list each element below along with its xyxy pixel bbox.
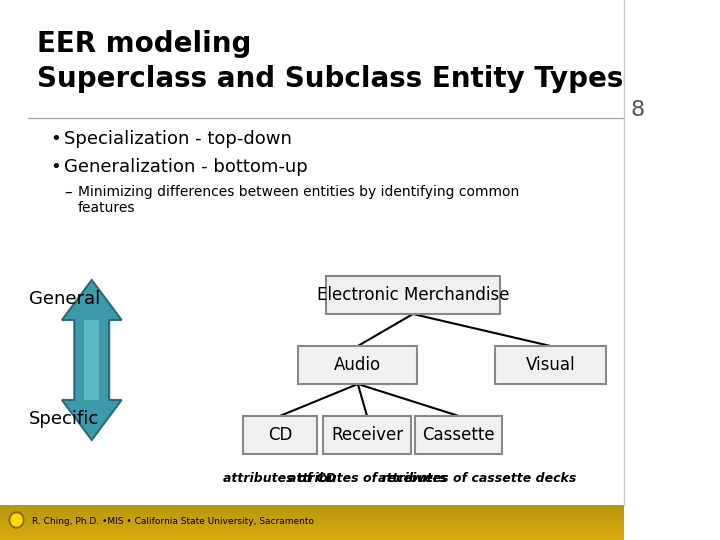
Text: attributes of CD: attributes of CD: [223, 472, 336, 485]
Text: EER modeling: EER modeling: [37, 30, 251, 58]
Text: attributes of receivers: attributes of receivers: [288, 472, 446, 485]
FancyBboxPatch shape: [495, 346, 606, 384]
Text: Electronic Merchandise: Electronic Merchandise: [317, 286, 509, 304]
Circle shape: [11, 514, 22, 526]
FancyBboxPatch shape: [298, 346, 418, 384]
Text: 8: 8: [631, 100, 644, 120]
Text: Specialization - top-down: Specialization - top-down: [64, 130, 292, 148]
Text: Minimizing differences between entities by identifying common
features: Minimizing differences between entities …: [78, 185, 519, 215]
Text: Superclass and Subclass Entity Types: Superclass and Subclass Entity Types: [37, 65, 623, 93]
Text: R. Ching, Ph.D. •MIS • California State University, Sacramento: R. Ching, Ph.D. •MIS • California State …: [32, 516, 314, 525]
Text: attributes of cassette decks: attributes of cassette decks: [378, 472, 576, 485]
Text: Specific: Specific: [30, 410, 99, 428]
FancyBboxPatch shape: [415, 416, 503, 454]
FancyBboxPatch shape: [243, 416, 317, 454]
Circle shape: [9, 512, 24, 528]
Text: Cassette: Cassette: [423, 426, 495, 444]
Text: Receiver: Receiver: [331, 426, 403, 444]
Text: •: •: [50, 130, 61, 148]
Text: CD: CD: [268, 426, 292, 444]
FancyBboxPatch shape: [325, 276, 500, 314]
Polygon shape: [84, 320, 99, 400]
Polygon shape: [62, 280, 122, 440]
FancyBboxPatch shape: [323, 416, 410, 454]
Text: General: General: [30, 290, 101, 308]
Text: Visual: Visual: [526, 356, 575, 374]
Text: Audio: Audio: [334, 356, 382, 374]
Text: Generalization - bottom-up: Generalization - bottom-up: [64, 158, 308, 176]
Text: •: •: [50, 158, 61, 176]
Text: –: –: [64, 185, 72, 200]
